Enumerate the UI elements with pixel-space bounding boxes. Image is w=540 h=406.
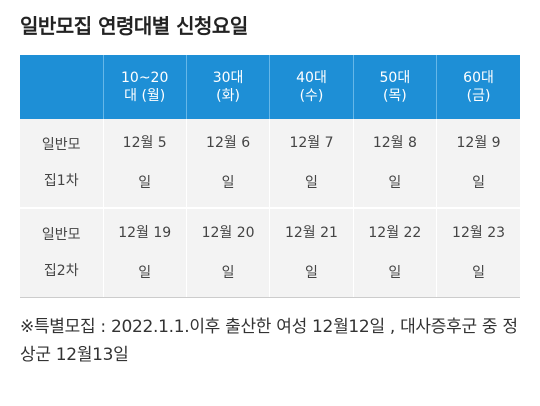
date-line: 12월 20 bbox=[201, 225, 255, 241]
date-cell: 12월 6 일 bbox=[185, 119, 270, 208]
date-line: 일 bbox=[138, 175, 152, 191]
date-cell: 12월 20 일 bbox=[185, 207, 270, 298]
special-recruitment-note: ※특별모집 : 2022.1.1.이후 출산한 여성 12월12일 , 대사증후… bbox=[20, 317, 518, 365]
header-line: 60대 bbox=[463, 70, 494, 86]
date-line: 12월 21 bbox=[284, 225, 338, 241]
header-age-30: 30대 (화) bbox=[185, 55, 270, 119]
table-row-round-2: 일반모 집2차 12월 19 일 12월 20 일 12월 21 일 12월 2… bbox=[20, 207, 520, 298]
header-line: (수) bbox=[299, 88, 324, 104]
date-cell: 12월 9 일 bbox=[436, 119, 520, 208]
date-line: 일 bbox=[221, 265, 235, 281]
date-line: 일 bbox=[472, 175, 485, 191]
table-header-row: 10~20 대 (월) 30대 (화) 40대 (수) 50대 (목) 60대 … bbox=[20, 55, 520, 119]
date-cell: 12월 5 일 bbox=[102, 119, 187, 208]
page-title: 일반모집 연령대별 신청요일 bbox=[20, 14, 248, 38]
row-label-line: 일반모 bbox=[41, 137, 81, 153]
header-age-60: 60대 (금) bbox=[436, 55, 520, 119]
row-label: 일반모 집1차 bbox=[20, 119, 103, 208]
date-line: 일 bbox=[305, 265, 318, 281]
schedule-table: 10~20 대 (월) 30대 (화) 40대 (수) 50대 (목) 60대 … bbox=[20, 55, 520, 298]
date-cell: 12월 21 일 bbox=[269, 207, 354, 298]
date-cell: 12월 8 일 bbox=[352, 119, 437, 208]
header-line: (화) bbox=[216, 88, 240, 104]
date-line: 12월 7 bbox=[289, 135, 334, 151]
header-line: (금) bbox=[466, 88, 491, 104]
date-line: 12월 23 bbox=[452, 225, 506, 241]
date-line: 일 bbox=[472, 265, 485, 281]
date-cell: 12월 19 일 bbox=[102, 207, 187, 298]
date-line: 12월 6 bbox=[206, 135, 251, 151]
date-line: 12월 8 bbox=[372, 135, 417, 151]
date-line: 일 bbox=[138, 265, 152, 281]
header-line: 대 (월) bbox=[124, 88, 166, 104]
header-line: 40대 bbox=[296, 70, 327, 86]
date-line: 12월 22 bbox=[368, 225, 422, 241]
date-cell: 12월 22 일 bbox=[352, 207, 437, 298]
date-line: 12월 19 bbox=[118, 225, 172, 241]
row-label: 일반모 집2차 bbox=[20, 207, 103, 298]
row-label-line: 일반모 bbox=[41, 227, 81, 243]
date-line: 일 bbox=[305, 175, 318, 191]
row-label-line: 집2차 bbox=[43, 263, 79, 279]
header-line: 50대 bbox=[379, 70, 411, 86]
date-line: 12월 9 bbox=[456, 135, 501, 151]
date-line: 일 bbox=[221, 175, 235, 191]
date-line: 일 bbox=[388, 175, 402, 191]
header-age-10-20: 10~20 대 (월) bbox=[102, 55, 187, 119]
date-cell: 12월 23 일 bbox=[436, 207, 520, 298]
header-line: (목) bbox=[382, 88, 407, 104]
date-cell: 12월 7 일 bbox=[269, 119, 354, 208]
date-line: 일 bbox=[388, 265, 402, 281]
header-corner bbox=[20, 55, 103, 119]
table-row-round-1: 일반모 집1차 12월 5 일 12월 6 일 12월 7 일 12월 8 일 … bbox=[20, 119, 520, 208]
header-age-40: 40대 (수) bbox=[269, 55, 354, 119]
header-age-50: 50대 (목) bbox=[352, 55, 437, 119]
header-line: 10~20 bbox=[121, 70, 169, 86]
row-label-line: 집1차 bbox=[43, 173, 79, 189]
date-line: 12월 5 bbox=[122, 135, 167, 151]
header-line: 30대 bbox=[212, 70, 244, 86]
